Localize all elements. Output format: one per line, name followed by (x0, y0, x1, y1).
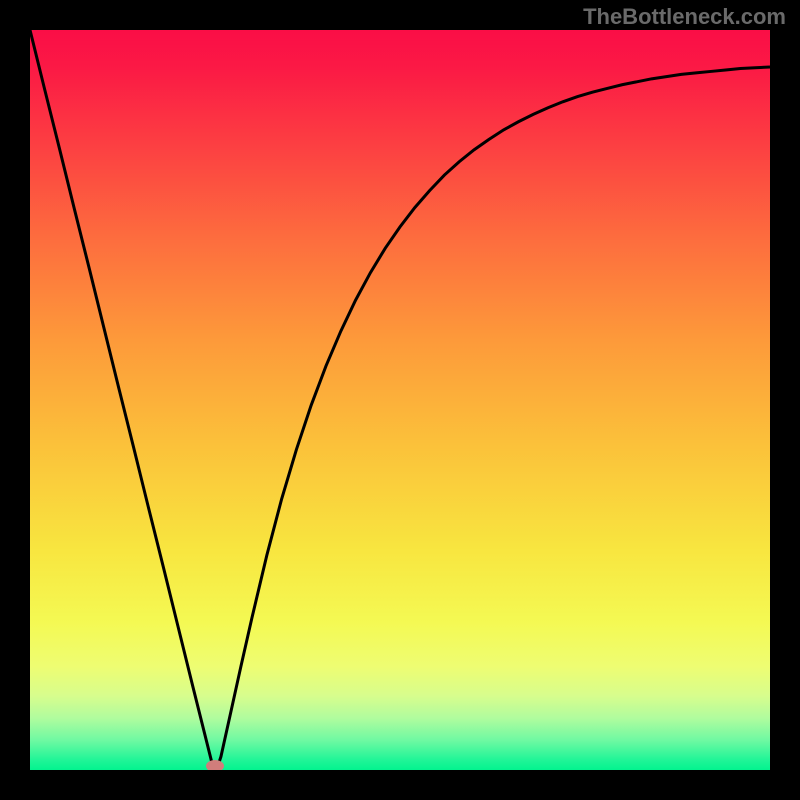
frame-left (0, 0, 30, 800)
watermark-text: TheBottleneck.com (583, 4, 786, 30)
curve-layer (30, 30, 770, 770)
frame-right (770, 0, 800, 800)
bottleneck-curve (30, 30, 770, 770)
frame-bottom (0, 770, 800, 800)
